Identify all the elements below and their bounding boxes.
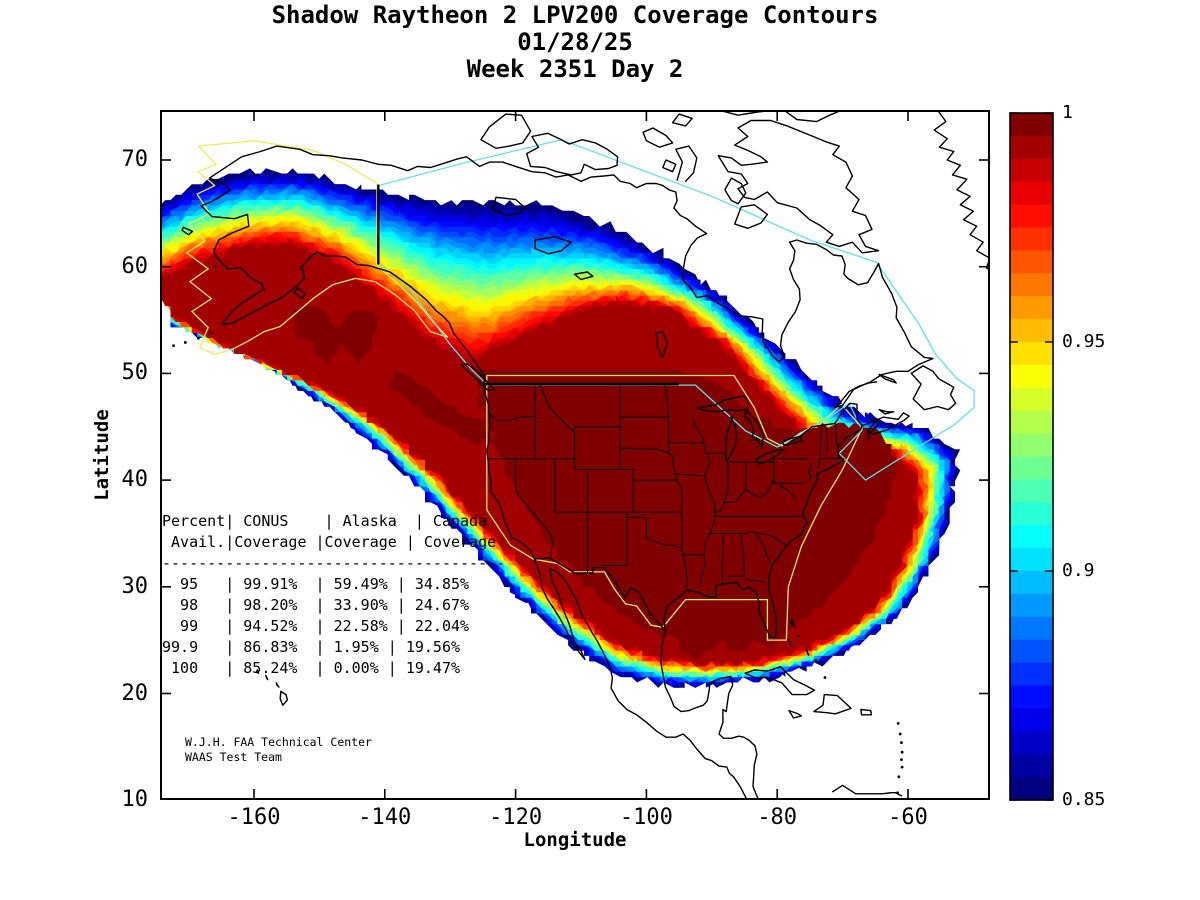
colorbar-tick-label: 0.95 [1062, 331, 1106, 352]
credit-line1: W.J.H. FAA Technical Center [185, 735, 372, 749]
coastlines [172, 110, 990, 800]
y-tick-label: 30 [121, 573, 149, 599]
small-island-dot [896, 721, 900, 725]
x-tick-label: -60 [888, 805, 928, 830]
small-island-dot [210, 331, 213, 335]
small-island-dot [814, 659, 818, 662]
small-island-dot [213, 265, 217, 269]
colorbar-tick-label: 0.9 [1062, 560, 1095, 581]
small-island-dot [900, 741, 903, 744]
small-island-dot [172, 344, 175, 348]
y-axis-label: Latitude [91, 409, 113, 501]
y-tick-label: 60 [121, 253, 149, 279]
colorbar [1009, 112, 1054, 801]
y-tick-label: 40 [121, 467, 149, 493]
chart-week-day: Week 2351 Day 2 [466, 55, 684, 83]
x-tick-label: -140 [358, 805, 412, 830]
title-block: Shadow Raytheon 2 LPV200 Coverage Contou… [160, 2, 990, 83]
map-plot-area [160, 110, 990, 800]
us-state-borders [488, 383, 840, 589]
colorbar-tick-label: 1 [1062, 102, 1073, 123]
small-island-dot [823, 676, 827, 679]
x-axis-label: Longitude [523, 829, 627, 851]
small-island-dot [900, 758, 903, 762]
credit-text: W.J.H. FAA Technical Center WAAS Test Te… [185, 735, 372, 765]
colorbar-frame [1009, 112, 1054, 801]
availability-100-patch [292, 306, 378, 370]
colorbar-tick-label: 0.85 [1062, 789, 1106, 810]
availability-100-patch [472, 369, 897, 662]
availability-100-patch [387, 369, 494, 444]
x-tick-label: -120 [489, 805, 543, 830]
y-tick-label: 70 [121, 147, 149, 172]
small-island-dot [898, 732, 902, 736]
axes-frame [160, 110, 990, 800]
credit-line2: WAAS Test Team [185, 750, 282, 764]
x-tick-label: -100 [619, 805, 673, 830]
small-island-dot [797, 634, 801, 638]
y-tick-label: 10 [121, 787, 149, 813]
small-island-dot [197, 336, 200, 340]
y-tick-label: 50 [121, 360, 149, 386]
coverage-table: Percent| CONUS | Alaska | Canada Avail.|… [162, 512, 506, 677]
x-tick-label: -80 [757, 805, 798, 830]
small-island-dot [183, 341, 187, 344]
small-island-dot [896, 791, 899, 795]
small-island-dot [900, 765, 904, 769]
x-tick-label: -160 [227, 805, 281, 830]
chart-title: Shadow Raytheon 2 LPV200 Coverage Contou… [271, 1, 879, 29]
small-island-dot [900, 750, 904, 754]
y-tick-label: 20 [121, 680, 149, 706]
chart-date: 01/28/25 [517, 28, 633, 56]
small-island-dot [897, 775, 901, 779]
